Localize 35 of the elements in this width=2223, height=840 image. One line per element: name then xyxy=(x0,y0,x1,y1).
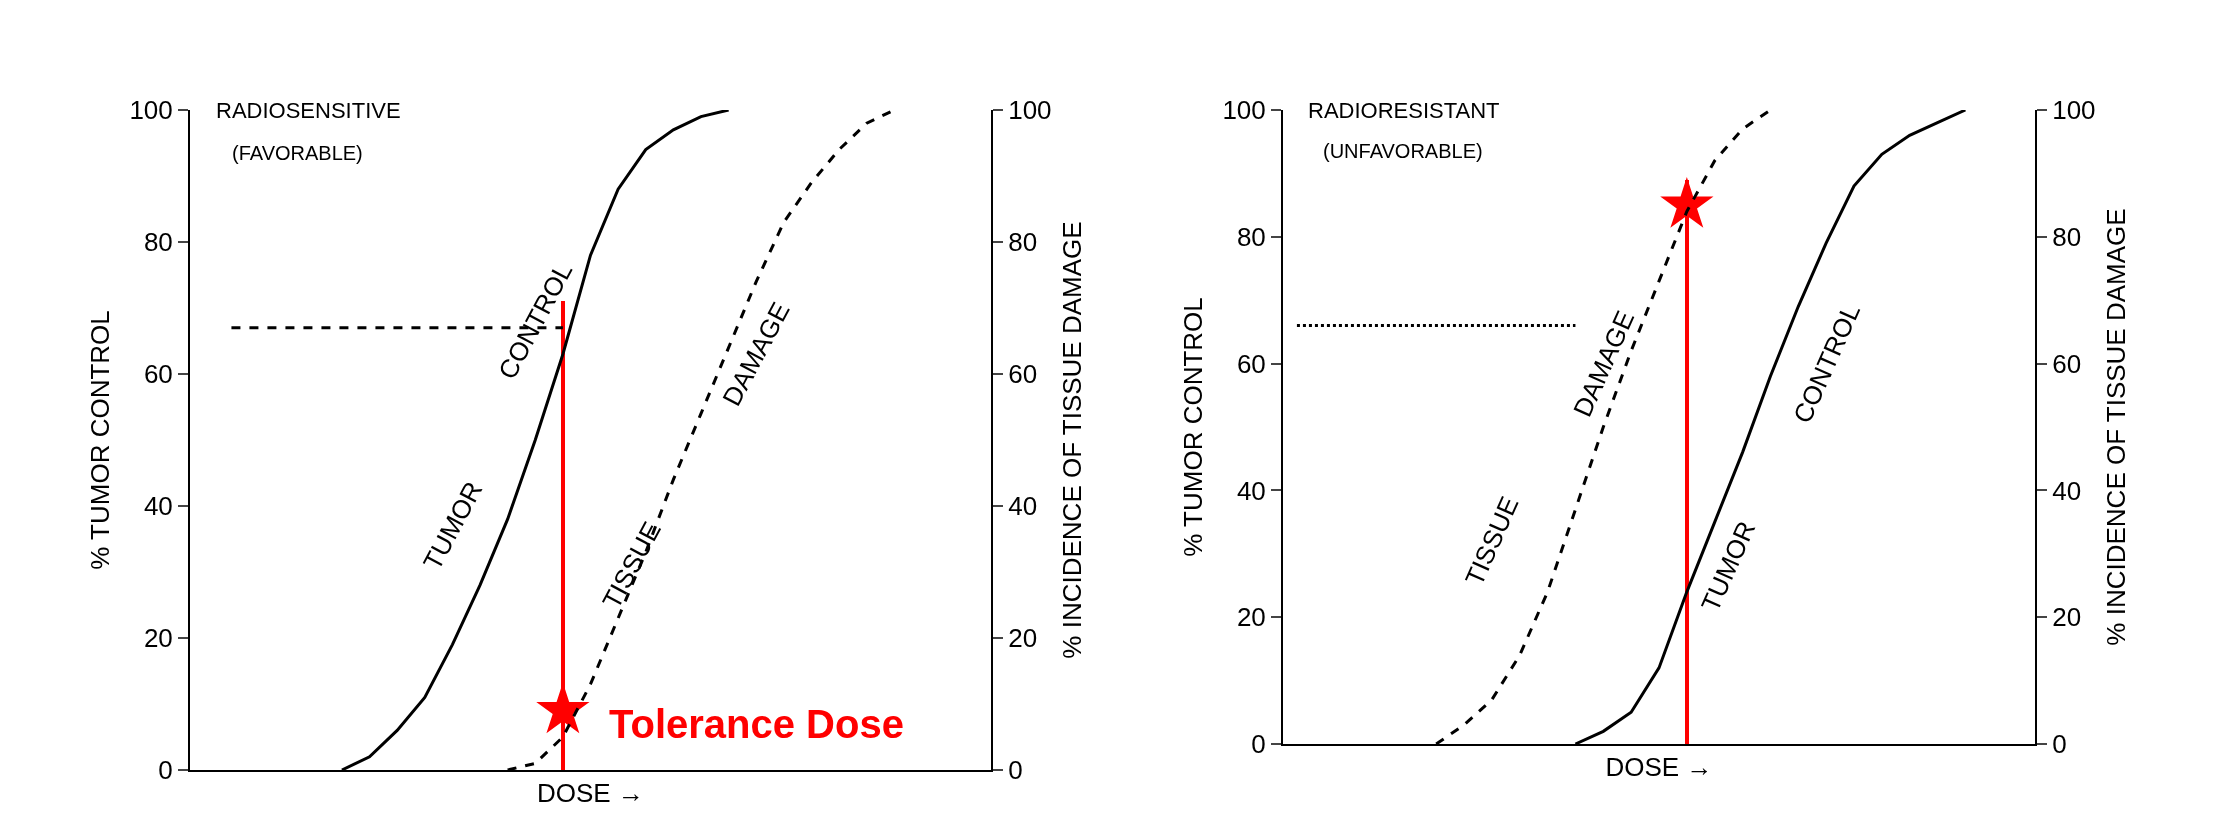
y2-tick-label: 60 xyxy=(1008,359,1038,390)
y2-tick-label: 0 xyxy=(1008,755,1023,786)
y-tick-label: 0 xyxy=(1251,729,1266,760)
y-tick-label: 100 xyxy=(129,95,173,126)
y2-tick-label: 60 xyxy=(2052,348,2082,379)
annotation: Tolerance Dose xyxy=(609,702,904,746)
y2-tick-label: 20 xyxy=(1008,623,1038,654)
text: (UNFAVORABLE) xyxy=(1323,140,1483,162)
chart-title: RADIOSENSITIVE xyxy=(216,98,401,123)
y-axis-title: % TUMOR CONTROL xyxy=(1178,297,1209,557)
y-tick-label: 40 xyxy=(143,491,173,522)
text: (FAVORABLE) xyxy=(232,142,363,164)
y2-tick-label: 80 xyxy=(2052,221,2082,252)
y2-tick-label: 100 xyxy=(2052,95,2096,126)
y2-axis-title: % INCIDENCE OF TISSUE DAMAGE xyxy=(1056,221,1087,659)
chart-title: RADIORESISTANT xyxy=(1308,98,1500,123)
y2-tick-label: 100 xyxy=(1008,95,1052,126)
y-tick-label: 40 xyxy=(1236,475,1266,506)
y-tick-label: 20 xyxy=(143,623,173,654)
x-axis-title: DOSE → xyxy=(1605,751,1713,782)
y-tick-label: 80 xyxy=(143,227,173,258)
y-tick-label: 80 xyxy=(1236,221,1266,252)
y-tick-label: 60 xyxy=(1236,348,1266,379)
x-axis-title: DOSE → xyxy=(537,777,644,808)
y-axis-title: % TUMOR CONTROL xyxy=(85,310,116,570)
y2-tick-label: 40 xyxy=(2052,475,2082,506)
y-tick-label: 0 xyxy=(158,755,173,786)
y-tick-label: 20 xyxy=(1236,602,1266,633)
y2-axis-title: % INCIDENCE OF TISSUE DAMAGE xyxy=(2100,208,2131,646)
y2-tick-label: 20 xyxy=(2052,602,2082,633)
y-tick-label: 60 xyxy=(143,359,173,390)
y2-tick-label: 40 xyxy=(1008,491,1038,522)
y-tick-label: 100 xyxy=(1222,95,1266,126)
y2-tick-label: 80 xyxy=(1008,227,1038,258)
y2-tick-label: 0 xyxy=(2052,729,2067,760)
